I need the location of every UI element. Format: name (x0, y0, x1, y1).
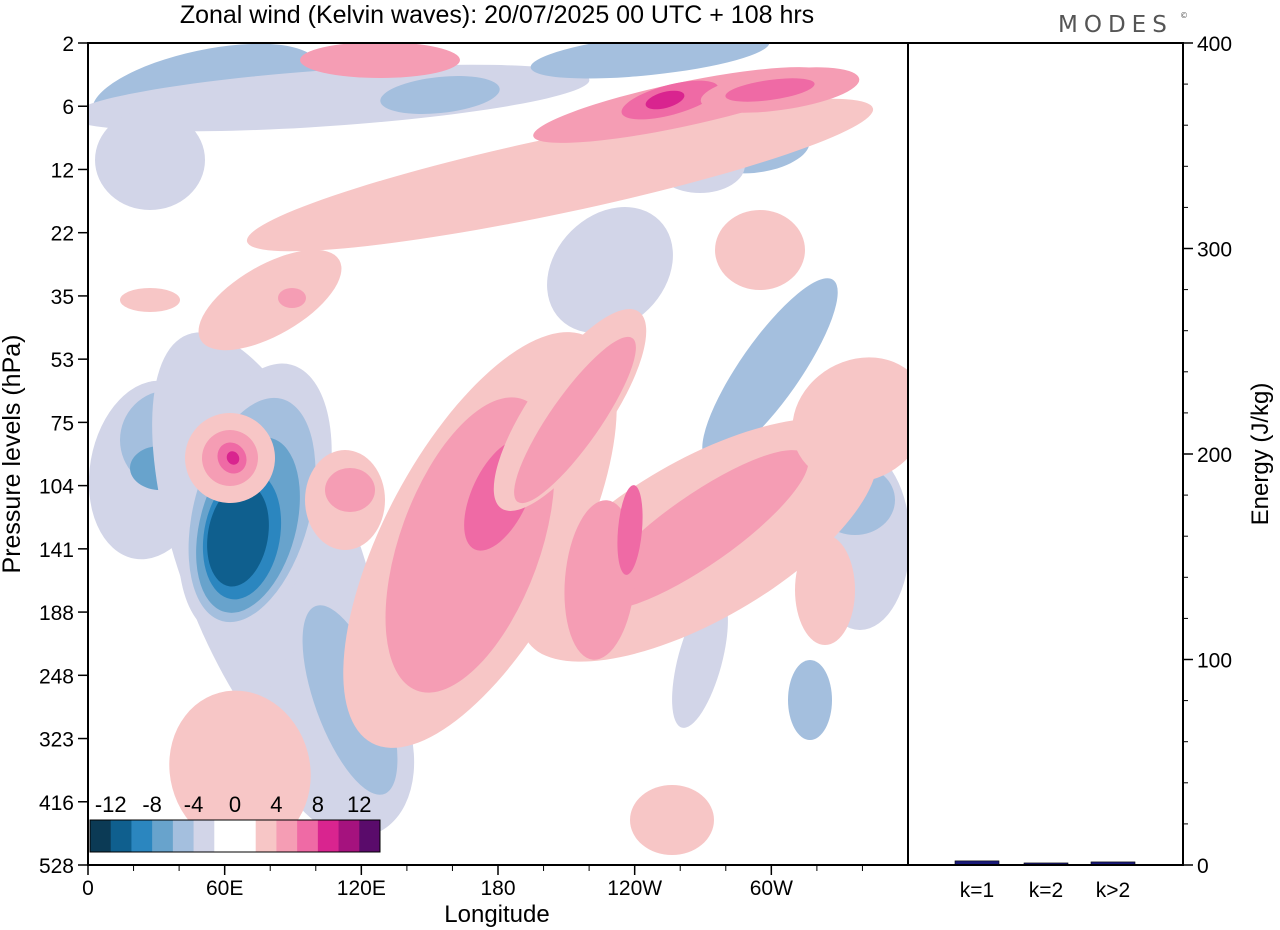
negative-wind-contour-8 (702, 278, 838, 462)
modes-logo: MODES (1058, 12, 1173, 38)
x-tick-label: 60E (206, 877, 243, 900)
positive-wind-contour-43 (617, 485, 643, 575)
colorbar-swatch (338, 820, 360, 852)
positive-wind-contour-30 (725, 78, 815, 102)
energy-tick-label: 400 (1197, 33, 1232, 56)
colorbar-swatch (214, 820, 236, 852)
y-tick-label: 104 (39, 476, 74, 499)
negative-wind-contour-3 (380, 76, 500, 114)
energy-category-label: k=1 (960, 879, 994, 902)
modes-logo-mark: © (1180, 11, 1194, 20)
positive-wind-contour-32 (715, 210, 805, 290)
colorbar-swatch (172, 820, 195, 852)
colorbar-label: -8 (142, 792, 162, 817)
colorbar-swatch (152, 820, 174, 852)
negative-wind-contour-11 (672, 592, 728, 728)
positive-wind-contour-34 (278, 288, 306, 308)
positive-wind-contour-39 (514, 336, 636, 504)
positive-wind-contour-49 (325, 468, 375, 512)
y-tick-label: 22 (51, 223, 74, 246)
y-tick-label: 141 (39, 539, 74, 562)
colorbar-frame (89, 819, 381, 853)
colorbar-swatch (276, 820, 298, 852)
colorbar-label: -12 (95, 792, 127, 817)
positive-wind-contour-31 (300, 43, 460, 78)
colorbar-swatch (359, 820, 381, 852)
x-tick-label: 180 (480, 877, 515, 900)
positive-wind-contour-41 (591, 450, 809, 610)
colorbar-label: 0 (229, 792, 241, 817)
negative-wind-contour-12 (788, 660, 832, 740)
positive-wind-contour-46 (630, 785, 714, 855)
y-tick-label: 188 (39, 602, 74, 625)
x-tick-label: 60W (750, 877, 793, 900)
y-tick-label: 53 (51, 349, 74, 372)
x-tick-label: 0 (82, 877, 94, 900)
y-tick-label: 416 (39, 792, 74, 815)
positive-wind-contour-47 (169, 690, 311, 850)
positive-wind-contour-28 (645, 90, 685, 110)
colorbar-label: 12 (347, 792, 371, 817)
negative-wind-contour-2 (95, 110, 205, 210)
colorbar-swatch (193, 820, 215, 852)
energy-tick-label: 200 (1197, 444, 1232, 467)
y-tick-label: 323 (39, 729, 74, 752)
colorbar: -12 -8 -4 0 4 8 12 (89, 792, 381, 853)
colorbar-label: -4 (184, 792, 204, 817)
colorbar-swatch (131, 820, 153, 852)
energy-panel-frame (907, 42, 1184, 866)
colorbar-label: 8 (312, 792, 324, 817)
positive-wind-contour-25 (246, 98, 874, 252)
energy-bars: k=1 k=2 k>2 (954, 860, 1136, 902)
positive-wind-contour-44 (792, 357, 908, 483)
energy-tick-label: 0 (1197, 855, 1209, 878)
y-tick-label: 12 (51, 159, 74, 182)
colorbar-swatch (317, 820, 340, 852)
y-tick-label: 528 (39, 855, 74, 878)
positive-wind-contour-45 (795, 535, 855, 645)
y-tick-label: 75 (51, 412, 74, 435)
colorbar-swatch (297, 820, 319, 852)
energy-axis-label: Energy (J/kg) (1247, 383, 1274, 526)
energy-axes: 0 100 200 300 400 (1183, 33, 1232, 878)
chart-title: Zonal wind (Kelvin waves): 20/07/2025 00… (180, 1, 814, 29)
energy-tick-label: 100 (1197, 650, 1232, 673)
energy-category-label: k>2 (1096, 879, 1130, 902)
colorbar-swatch (90, 820, 112, 852)
wind-contour-field (88, 43, 908, 855)
x-axis-label: Longitude (444, 901, 549, 928)
positive-wind-contour-53 (226, 451, 240, 465)
colorbar-swatch (235, 820, 257, 852)
energy-category-label: k=2 (1029, 879, 1063, 902)
negative-wind-contour-7 (547, 207, 673, 333)
y-tick-label: 6 (62, 96, 74, 119)
colorbar-swatch (255, 820, 277, 852)
y-tick-label: 2 (62, 33, 74, 56)
y-axis-label: Pressure levels (hPa) (0, 335, 26, 574)
heatmap-axes: 0 60E 120E 180 120W 60W 2 6 12 22 35 53 75 104 141 188 2… (39, 33, 863, 900)
negative-wind-contour-23 (207, 483, 269, 587)
y-tick-label: 35 (51, 286, 74, 309)
y-tick-label: 248 (39, 665, 74, 688)
x-tick-label: 120W (607, 877, 662, 900)
positive-wind-contour-33 (120, 288, 180, 312)
colorbar-swatch (110, 820, 132, 852)
x-tick-label: 120E (337, 877, 386, 900)
positive-wind-contour-24 (198, 249, 342, 351)
energy-tick-label: 300 (1197, 239, 1232, 262)
colorbar-label: 4 (270, 792, 282, 817)
